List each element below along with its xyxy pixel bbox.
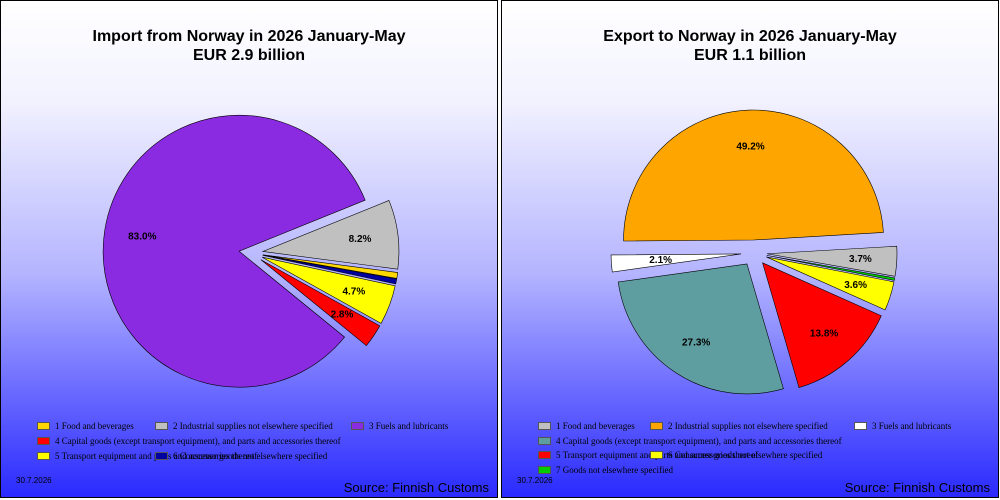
date-stamp: 30.7.2026	[517, 476, 553, 485]
pie-slice-6-consumer-goods-not-elsewhere-specified	[262, 255, 398, 285]
legend-swatch	[351, 422, 364, 430]
export-chart-subtitle: EUR 1.1 billion	[693, 47, 806, 64]
legend-item: 2 Industrial supplies not elsewhere spec…	[155, 421, 333, 431]
legend-label: 1 Food and beverages	[55, 421, 134, 431]
legend-item: 3 Fuels and lubricants	[351, 421, 448, 431]
legend-item: 4 Capital goods (except transport equipm…	[538, 436, 842, 446]
pie-slice-label: 83.0%	[128, 232, 156, 243]
legend-label: 2 Industrial supplies not elsewhere spec…	[668, 421, 828, 431]
pie-slice-label: 13.8%	[810, 328, 838, 339]
legend-swatch	[155, 422, 168, 430]
source-note: Source: Finnish Customs	[844, 480, 990, 495]
legend-label: 6 Consumer goods not elsewhere specified	[668, 450, 823, 460]
legend-label: 2 Industrial supplies not elsewhere spec…	[173, 421, 333, 431]
pie-slice-label: 8.2%	[349, 234, 372, 245]
legend-swatch	[854, 422, 867, 430]
legend-swatch	[538, 465, 551, 474]
source-note: Source: Finnish Customs	[343, 480, 489, 495]
legend-label: 3 Fuels and lubricants	[872, 421, 952, 431]
export-chart-panel: Export to Norway in 2026 January-May EUR…	[501, 0, 999, 498]
export-chart-title: Export to Norway in 2026 January-May	[603, 28, 897, 45]
legend-item: 6 Consumer goods not elsewhere specified	[155, 451, 327, 461]
legend-swatch	[37, 437, 50, 445]
pie-slice-label: 4.7%	[342, 287, 365, 298]
pie-slice-5-transport-equipment-and-parts-and-accessories-thereof	[262, 256, 396, 324]
legend-label: 4 Capital goods (except transport equipm…	[556, 435, 842, 446]
pie-slice-7-goods-not-elsewhere-specified	[766, 255, 896, 281]
pie-slice-1-food-and-beverages	[766, 245, 898, 277]
import-chart-title: Import from Norway in 2026 January-May	[92, 28, 406, 45]
legend-swatch	[155, 452, 168, 460]
pie-slice-4-capital-goods-except-transport-equipment-and-parts-and-accessories-thereof	[260, 259, 381, 347]
legend-swatch	[37, 452, 50, 460]
pie-slice-label: 2.1%	[649, 255, 672, 266]
pie-slice-2-industrial-supplies-not-elsewhere-specified	[623, 109, 884, 242]
pie-slice-2-industrial-supplies-not-elsewhere-specified	[261, 200, 400, 270]
import-chart-panel: Import from Norway in 2026 January-May E…	[0, 0, 498, 498]
legend-item: 1 Food and beverages	[538, 421, 635, 431]
pie-slice-3-fuels-and-lubricants	[610, 253, 742, 273]
import-legend: 1 Food and beverages 2 Industrial supplie…	[1, 1, 497, 497]
export-pie-chart: 3.7% 49.2% 2.1% 27.3% 13.8% 3.6%	[610, 109, 898, 395]
legend-item: 4 Capital goods (except transport equipm…	[37, 436, 341, 446]
import-pie-chart: 8.2% 83.0% 2.8% 4.7%	[102, 114, 400, 388]
pie-slice-label: 27.3%	[682, 338, 710, 349]
import-chart-subtitle: EUR 2.9 billion	[192, 47, 305, 64]
legend-swatch	[538, 436, 551, 445]
legend-label: 1 Food and beverages	[556, 421, 635, 431]
pie-slice-6-consumer-goods-not-elsewhere-specified	[766, 256, 895, 311]
legend-item: 6 Consumer goods not elsewhere specified	[650, 450, 822, 460]
legend-item: 7 Goods not elsewhere specified	[538, 465, 673, 475]
legend-item: 3 Fuels and lubricants	[854, 421, 951, 431]
pie-slice-5-transport-equipment-and-parts-and-accessories-thereof	[762, 262, 882, 388]
pie-slice-1-food-and-beverages	[262, 254, 399, 279]
legend-label: 6 Consumer goods not elsewhere specified	[173, 451, 328, 461]
legend-swatch	[538, 451, 551, 459]
pie-slice-label: 49.2%	[736, 141, 764, 152]
pie-slice-label: 3.6%	[844, 280, 867, 291]
legend-label: 3 Fuels and lubricants	[369, 421, 449, 431]
legend-swatch	[650, 422, 663, 430]
legend-swatch	[538, 422, 551, 430]
legend-label: 7 Goods not elsewhere specified	[556, 464, 673, 475]
pie-slice-4-capital-goods-except-transport-equipment-and-parts-and-accessories-thereof	[617, 263, 784, 395]
pie-slice-label: 3.7%	[849, 254, 872, 265]
pie-slice-3-fuels-and-lubricants	[102, 114, 366, 388]
legend-swatch	[650, 451, 663, 459]
date-stamp: 30.7.2026	[16, 476, 52, 485]
export-legend: 1 Food and beverages 2 Industrial supplie…	[502, 1, 998, 497]
legend-label: 4 Capital goods (except transport equipm…	[55, 436, 341, 446]
pie-slice-label: 2.8%	[331, 310, 354, 321]
legend-swatch	[37, 422, 50, 430]
legend-item: 2 Industrial supplies not elsewhere spec…	[650, 421, 828, 431]
legend-item: 1 Food and beverages	[37, 421, 134, 431]
